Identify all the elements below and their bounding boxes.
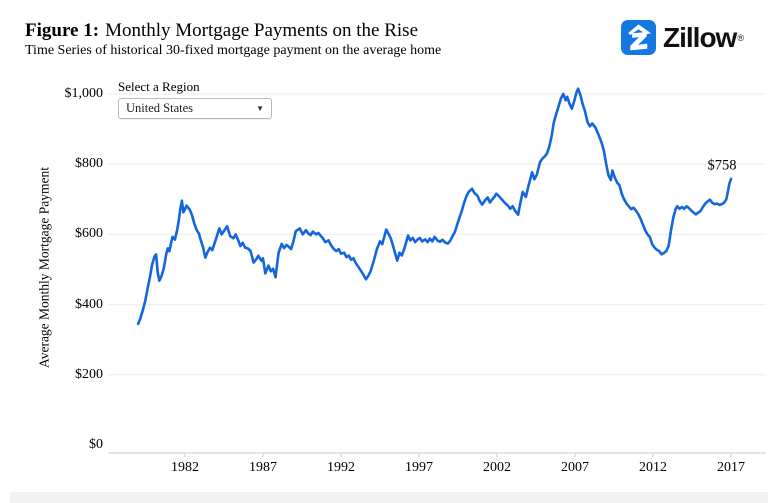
y-tick-label: $600 bbox=[75, 226, 103, 242]
bottom-strip bbox=[10, 492, 768, 503]
figure-title-text: Monthly Mortgage Payments on the Rise bbox=[105, 20, 419, 41]
y-tick-label: $0 bbox=[89, 437, 103, 452]
x-tick-label: 2017 bbox=[717, 460, 745, 475]
zillow-logo: Zillow ® bbox=[621, 20, 744, 55]
registered-trademark-icon: ® bbox=[737, 32, 744, 43]
region-selector-label: Select a Region bbox=[118, 79, 200, 94]
chevron-down-icon: ▼ bbox=[256, 103, 264, 113]
figure-label: Figure 1: bbox=[25, 20, 100, 41]
zillow-house-icon bbox=[621, 20, 656, 55]
y-tick-label: $400 bbox=[75, 296, 103, 312]
x-tick-label: 1987 bbox=[249, 460, 277, 475]
figure-title: Figure 1: Monthly Mortgage Payments on th… bbox=[25, 20, 418, 42]
region-dropdown[interactable]: United States ▼ bbox=[118, 98, 272, 119]
x-tick-label: 1982 bbox=[171, 460, 199, 475]
region-dropdown-value: United States bbox=[126, 101, 194, 115]
x-tick-label: 1997 bbox=[405, 460, 433, 475]
x-tick-label: 2002 bbox=[483, 460, 511, 475]
y-tick-label: $200 bbox=[75, 366, 103, 382]
y-tick-label: $1,000 bbox=[64, 86, 104, 101]
latest-value-label: $758 bbox=[707, 157, 737, 174]
x-tick-label: 2012 bbox=[639, 460, 667, 475]
y-tick-label: $800 bbox=[75, 156, 103, 172]
zillow-wordmark: Zillow bbox=[663, 22, 737, 53]
figure-subtitle: Time Series of historical 30-fixed mortg… bbox=[25, 43, 442, 58]
mortgage-payment-line bbox=[136, 87, 733, 326]
x-tick-label: 2007 bbox=[561, 460, 589, 475]
x-tick-label: 1992 bbox=[327, 460, 355, 475]
